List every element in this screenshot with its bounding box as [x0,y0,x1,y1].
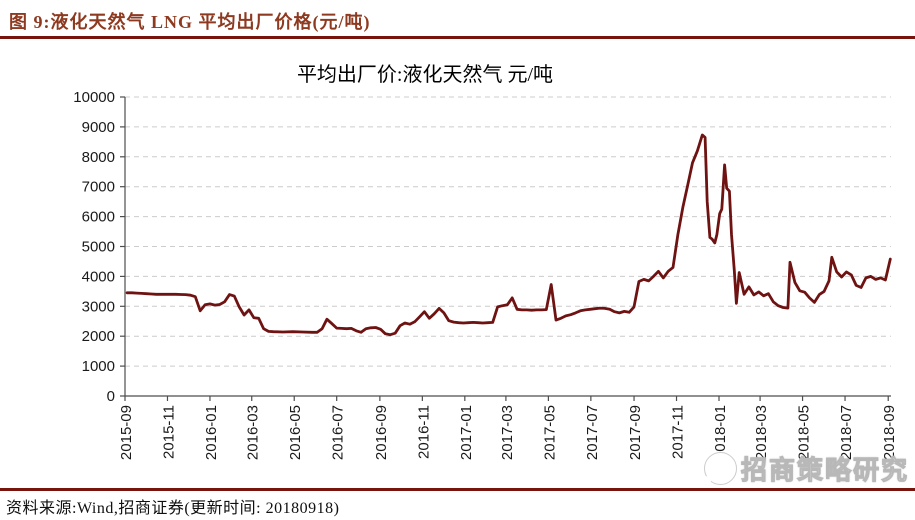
source-note: 资料来源:Wind,招商证券(更新时间: 20180918) [6,500,340,517]
x-tick-label: 2017-01 [458,405,475,460]
watermark-text: 招商策略研究 [740,456,910,487]
y-tick-label: 5000 [82,239,115,256]
y-tick-label: 7000 [82,179,115,196]
y-tick-label: 9000 [82,119,115,136]
price-line [125,133,892,337]
y-tick-label: 4000 [82,268,115,285]
x-tick-label: 2017-05 [541,405,558,460]
x-tick-label: 2016-01 [203,405,220,460]
x-tick-label: 2018-05 [796,405,813,460]
figure-header-title: 图 9:液化天然气 LNG 平均出厂价格(元/吨) [9,12,371,32]
footer-rule [0,488,915,491]
y-tick-label: 8000 [82,149,115,166]
x-tick-label: 2018-03 [753,405,770,460]
x-tick-label: 2018-09 [881,405,898,460]
x-tick-label: 2016-09 [373,405,390,460]
chart-title: 平均出厂价:液化天然气 元/吨 [296,64,554,86]
x-tick-label: 2016-03 [245,405,262,460]
y-tick-label: 0 [107,388,115,405]
y-tick-label: 2000 [82,328,115,345]
x-tick-label: 2015-11 [160,405,177,459]
y-tick-label: 1000 [82,358,115,375]
x-tick-label: 2017-11 [670,405,687,459]
y-tick-label: 3000 [82,298,115,315]
chart-canvas: 0 1000 2000 3000 4000 5000 6000 7000 8000 9000 100… [73,89,898,460]
x-tick-label: 2017-07 [584,405,601,460]
x-tick-label: 2017-09 [627,405,644,460]
watermark: 招商策略研究 [699,450,910,487]
x-tick-label: 2018-07 [838,405,855,460]
header-rule [0,36,915,39]
y-tick-label: 6000 [82,209,115,226]
y-tick-label: 10000 [73,89,115,106]
x-tick-label: 2016-07 [330,405,347,460]
x-tick-label: 2016-11 [415,405,432,459]
x-tick-label: 2018-01 [712,405,729,460]
brand-logo-icon [699,452,737,485]
x-tick-label: 2017-03 [499,405,516,460]
x-tick-label: 2016-05 [287,405,304,460]
x-tick-label: 2015-09 [118,405,135,460]
